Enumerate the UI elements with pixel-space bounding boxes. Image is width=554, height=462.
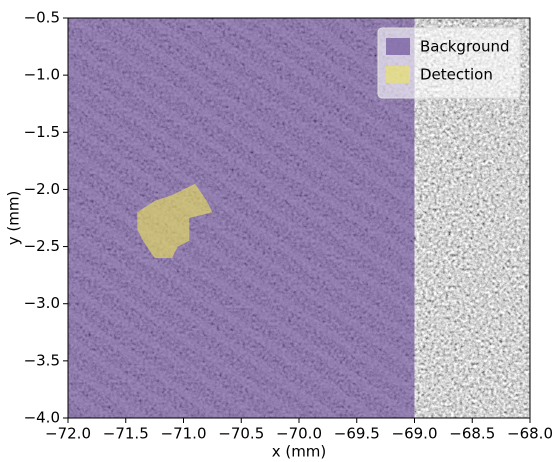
y-tick-label: −4.0 xyxy=(24,409,60,427)
y-tick-label: −2.0 xyxy=(24,180,60,198)
x-tick-label: −71.5 xyxy=(103,425,149,443)
legend-swatch xyxy=(386,38,410,55)
legend-swatch xyxy=(386,66,410,83)
x-tick-label: −70.5 xyxy=(218,425,264,443)
x-tick-label: −72.0 xyxy=(45,425,91,443)
legend-label: Background xyxy=(420,38,510,56)
x-tick-label: −70.0 xyxy=(276,425,322,443)
region xyxy=(68,18,415,418)
x-axis-label: x (mm) xyxy=(272,443,327,461)
chart: x (mm) y (mm) BackgroundDetection −72.0−… xyxy=(0,0,554,462)
y-tick-label: −3.5 xyxy=(24,351,60,369)
x-tick-label: −69.0 xyxy=(392,425,438,443)
y-tick-label: −1.5 xyxy=(24,123,60,141)
y-tick-label: −0.5 xyxy=(24,9,60,27)
y-tick-label: −2.5 xyxy=(24,237,60,255)
x-tick-label: −69.5 xyxy=(334,425,380,443)
x-tick-label: −71.0 xyxy=(161,425,207,443)
y-axis-label: y (mm) xyxy=(5,191,23,246)
y-tick-label: −3.0 xyxy=(24,294,60,312)
legend: Background Detection xyxy=(378,28,520,98)
x-tick-label: −68.5 xyxy=(449,425,495,443)
legend-label: Detection xyxy=(420,66,493,84)
y-tick-label: −1.0 xyxy=(24,66,60,84)
x-tick-label: −68.0 xyxy=(507,425,553,443)
